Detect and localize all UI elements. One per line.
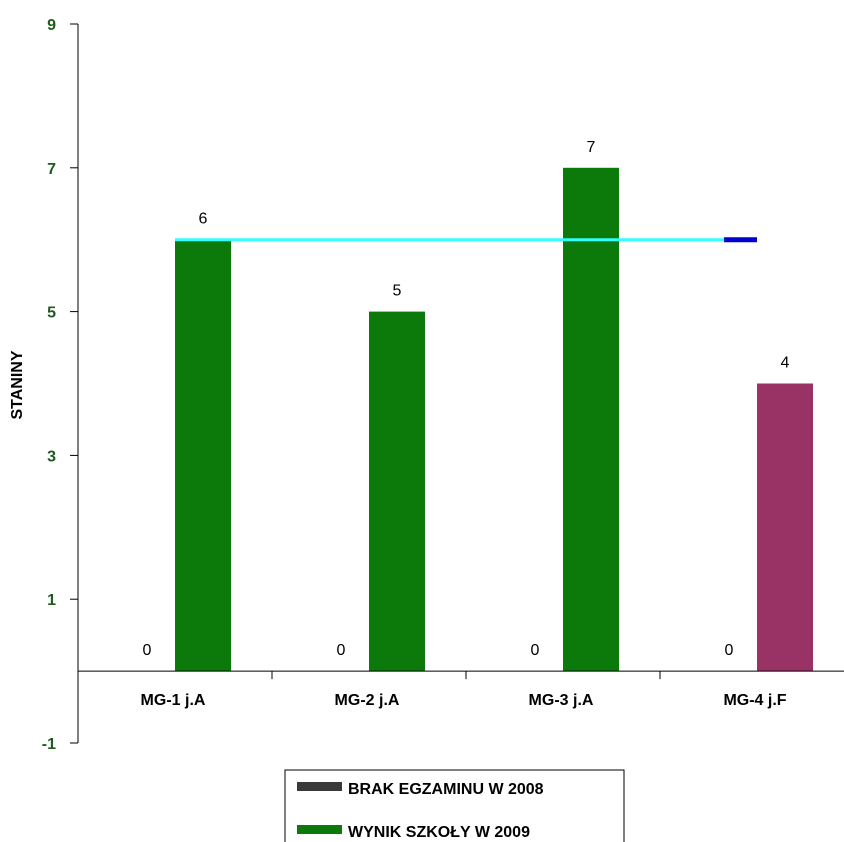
data-label-brak-2008: 0	[531, 642, 540, 659]
category-label: MG-4 j.F	[723, 692, 786, 709]
legend-swatch	[297, 782, 342, 791]
data-label-brak-2008: 0	[337, 642, 346, 659]
bar-wynik-2009	[563, 167, 619, 672]
y-tick-label: 9	[47, 17, 56, 34]
bar-wynik-2009	[369, 311, 425, 672]
category-label: MG-2 j.A	[335, 692, 400, 709]
y-tick-label: 3	[47, 448, 56, 465]
legend-entry: WYNIK SZKOŁY W 2009	[348, 824, 530, 841]
y-tick-label: 1	[47, 592, 56, 609]
bar-wynik-2009	[757, 383, 813, 672]
y-axis-title: STANINY	[9, 350, 26, 419]
category-label: MG-3 j.A	[529, 692, 594, 709]
data-label-wynik-2009: 7	[587, 139, 596, 156]
category-label: MG-1 j.A	[141, 692, 206, 709]
data-label-wynik-2009: 6	[199, 211, 208, 228]
bar-wynik-2009	[175, 239, 231, 672]
y-tick-label: 7	[47, 161, 56, 178]
y-tick-label: -1	[42, 736, 56, 753]
y-tick-label: 5	[47, 305, 56, 322]
legend-swatch	[297, 825, 342, 834]
data-label-wynik-2009: 5	[393, 283, 402, 300]
legend-entry: BRAK EGZAMINU W 2008	[348, 781, 544, 798]
data-label-wynik-2009: 4	[781, 355, 790, 372]
legend: BRAK EGZAMINU W 2008 WYNIK SZKOŁY W 2009	[284, 769, 625, 842]
data-label-brak-2008: 0	[143, 642, 152, 659]
data-label-brak-2008: 0	[725, 642, 734, 659]
